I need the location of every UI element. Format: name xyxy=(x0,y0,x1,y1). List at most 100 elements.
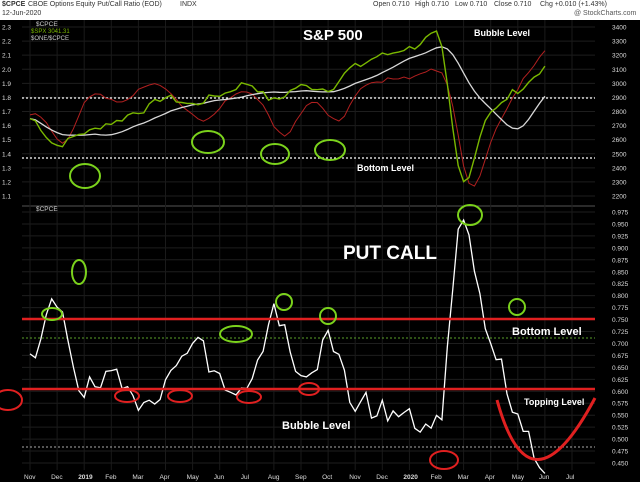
bottom-right-tick-label: 0.850 xyxy=(612,269,629,276)
top-right-tick-label: 2400 xyxy=(612,165,627,172)
x-tick-label: Nov xyxy=(24,474,36,481)
green-circle-annotation xyxy=(314,139,346,161)
x-tick-label: Feb xyxy=(431,474,443,481)
top-legend-ma: $ONE/$CPCE xyxy=(31,36,69,42)
bottom-right-tick-label: 0.475 xyxy=(612,449,629,456)
green-circle-annotation xyxy=(275,293,293,311)
x-tick-label: Oct xyxy=(322,474,332,481)
symbol-label: $CPCE xyxy=(2,1,26,8)
top-left-tick-label: 1.8 xyxy=(2,95,11,102)
x-tick-label: Jul xyxy=(566,474,575,481)
bottom-right-tick-label: 0.825 xyxy=(612,281,629,288)
bottom-right-tick-label: 0.525 xyxy=(612,425,629,432)
top-right-tick-label: 2700 xyxy=(612,123,627,130)
top-right-tick-label: 3300 xyxy=(612,39,627,46)
top-left-tick-label: 2.1 xyxy=(2,53,11,60)
red-circle-annotation xyxy=(167,389,193,403)
bubble-level-label: Bubble Level xyxy=(282,420,350,432)
green-circle-annotation xyxy=(41,307,63,321)
top-right-tick-label: 2300 xyxy=(612,179,627,186)
top-legend-spx: $SPX 3041.31 xyxy=(31,29,70,35)
top-left-tick-label: 1.4 xyxy=(2,151,11,158)
red-circle-annotation xyxy=(429,450,459,470)
bottom-right-tick-label: 0.925 xyxy=(612,233,629,240)
top-right-tick-label: 2500 xyxy=(612,151,627,158)
x-tick-label: Mar xyxy=(458,474,470,481)
axis-ticks: 2.3 2.2 2.1 2.0 1.9 1.8 1.7 1.6 1.5 1.4 1.3 1.2 1.1 3… xyxy=(2,25,629,482)
bottom-right-tick-label: 0.800 xyxy=(612,293,629,300)
cpce-series-line xyxy=(29,218,546,474)
bottom-legend: $CPCE xyxy=(36,206,58,213)
top-right-tick-label: 2200 xyxy=(612,194,627,201)
low-label: Low 0.710 xyxy=(455,1,488,8)
top-left-tick-label: 2.0 xyxy=(2,67,11,74)
top-left-tick-label: 1.1 xyxy=(2,194,11,201)
top-right-tick-label: 3400 xyxy=(612,25,627,32)
green-circle-annotation xyxy=(71,259,87,285)
top-bubble-label: Bubble Level xyxy=(474,28,530,38)
x-tick-label: Mar xyxy=(132,474,144,481)
bottom-right-tick-label: 0.700 xyxy=(612,341,629,348)
x-tick-label: Feb xyxy=(105,474,117,481)
bottom-axis-area xyxy=(0,470,640,482)
x-tick-label: Apr xyxy=(160,474,171,481)
topping-level-label: Topping Level xyxy=(524,397,584,407)
x-tick-label: Jun xyxy=(539,474,550,481)
bottom-right-tick-label: 0.575 xyxy=(612,401,629,408)
top-left-tick-label: 1.9 xyxy=(2,81,11,88)
exchange-label: INDX xyxy=(180,1,197,8)
bottom-right-tick-label: 0.450 xyxy=(612,461,629,468)
annotations xyxy=(0,130,597,470)
high-label: High 0.710 xyxy=(415,1,449,8)
top-right-tick-label: 3000 xyxy=(612,81,627,88)
top-left-tick-label: 1.6 xyxy=(2,123,11,130)
bottom-right-tick-label: 0.500 xyxy=(612,437,629,444)
watermark-label: @ StockCharts.com xyxy=(574,10,637,17)
x-tick-label: 2019 xyxy=(78,474,93,481)
top-panel-title: S&P 500 xyxy=(303,27,363,44)
description-label: CBOE Options Equity Put/Call Ratio (EOD) xyxy=(28,1,162,8)
bottom-right-tick-label: 0.775 xyxy=(612,305,629,312)
green-circle-annotation xyxy=(260,143,290,165)
top-left-tick-label: 1.5 xyxy=(2,137,11,144)
bottom-right-tick-label: 0.900 xyxy=(612,245,629,252)
bottom-right-tick-label: 0.625 xyxy=(612,377,629,384)
date-label: 12-Jun-2020 xyxy=(2,10,42,17)
top-left-tick-label: 1.2 xyxy=(2,179,11,186)
chart-header: $CPCE CBOE Options Equity Put/Call Ratio… xyxy=(0,0,640,20)
spx-series-line xyxy=(29,30,546,183)
top-bottom-label: Bottom Level xyxy=(357,163,414,173)
x-tick-label: Jun xyxy=(214,474,225,481)
green-circle-annotation xyxy=(191,130,225,154)
x-tick-label: Jul xyxy=(241,474,250,481)
top-left-tick-label: 2.2 xyxy=(2,39,11,46)
right-axis-area xyxy=(595,20,640,470)
change-label: Chg +0.010 (+1.43%) xyxy=(540,1,607,8)
x-tick-label: Nov xyxy=(349,474,361,481)
bottom-right-tick-label: 0.875 xyxy=(612,257,629,264)
x-tick-label: May xyxy=(187,474,200,481)
green-circle-annotation xyxy=(457,204,483,226)
bottom-right-tick-label: 0.600 xyxy=(612,389,629,396)
top-panel xyxy=(22,20,595,206)
top-right-tick-label: 3100 xyxy=(612,67,627,74)
close-label: Close 0.710 xyxy=(494,1,532,8)
green-circle-annotation xyxy=(219,325,253,343)
green-circle-annotation xyxy=(319,307,337,325)
bottom-level-label: Bottom Level xyxy=(512,326,582,338)
spx-moving-average-line xyxy=(29,46,546,136)
bottom-panel-title: PUT CALL xyxy=(343,243,437,264)
top-right-tick-label: 2900 xyxy=(612,95,627,102)
topping-arc-annotation xyxy=(495,397,597,461)
green-circle-annotation xyxy=(508,298,526,316)
red-circle-annotation xyxy=(114,389,140,403)
open-label: Open 0.710 xyxy=(373,1,410,8)
x-tick-label: Dec xyxy=(376,474,388,481)
top-left-tick-label: 1.7 xyxy=(2,109,11,116)
top-left-tick-label: 1.3 xyxy=(2,165,11,172)
x-tick-label: 2020 xyxy=(403,474,418,481)
bottom-right-tick-label: 0.950 xyxy=(612,221,629,228)
bottom-right-tick-label: 0.650 xyxy=(612,365,629,372)
left-axis-area xyxy=(0,20,22,470)
